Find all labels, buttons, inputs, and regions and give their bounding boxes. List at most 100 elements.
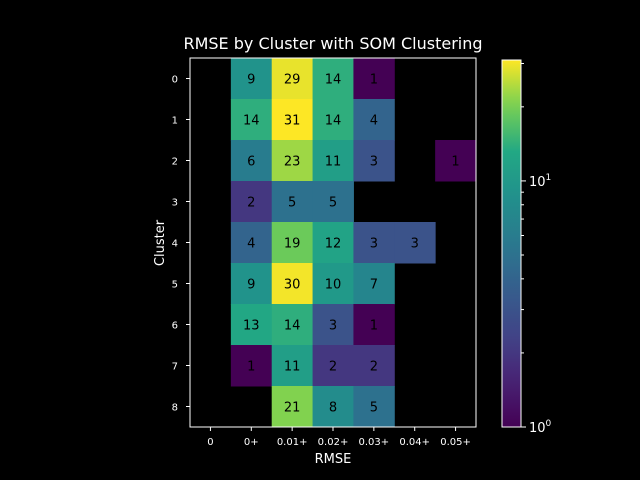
cell-value-label: 14 xyxy=(284,319,301,334)
cell-value-label: 5 xyxy=(329,196,337,211)
y-tick-label: 1 xyxy=(172,116,178,127)
cell-value-label: 9 xyxy=(247,278,255,293)
y-tick-label: 4 xyxy=(172,239,178,250)
heatmap-cell xyxy=(394,222,436,264)
cell-value-label: 3 xyxy=(411,237,419,252)
heatmap-cell xyxy=(230,58,273,100)
y-tick-label: 3 xyxy=(172,198,178,209)
heatmap-cell xyxy=(230,304,273,346)
heatmap-cell xyxy=(353,99,395,141)
heatmap-cell xyxy=(271,222,314,264)
cell-value-label: 14 xyxy=(243,114,260,129)
heatmap-cell xyxy=(312,345,354,387)
cell-value-label: 1 xyxy=(370,319,378,334)
cell-value-label: 1 xyxy=(247,360,255,375)
heatmap-cell xyxy=(230,345,273,387)
cell-value-label: 14 xyxy=(325,73,342,88)
heatmap-cell xyxy=(230,263,273,305)
y-axis-label: Cluster xyxy=(153,219,168,266)
colorbar xyxy=(502,60,521,427)
heatmap-cell xyxy=(353,263,395,305)
heatmap-cell xyxy=(312,58,354,100)
x-tick-label: 0.03+ xyxy=(359,437,390,448)
cell-value-label: 14 xyxy=(325,114,342,129)
cell-value-label: 29 xyxy=(284,73,301,88)
y-tick-label: 5 xyxy=(172,280,178,291)
cell-value-label: 8 xyxy=(329,401,337,416)
x-tick-label: 0.04+ xyxy=(399,437,430,448)
heatmap-cell xyxy=(353,304,395,346)
x-axis-label: RMSE xyxy=(315,452,352,467)
heatmap-cell xyxy=(230,222,273,264)
x-tick-label: 0.05+ xyxy=(440,437,471,448)
y-tick-label: 6 xyxy=(172,321,178,332)
cell-value-label: 7 xyxy=(370,278,378,293)
y-tick-label: 0 xyxy=(172,75,178,86)
cell-value-label: 3 xyxy=(370,155,378,170)
cell-value-label: 3 xyxy=(329,319,337,334)
cell-value-label: 31 xyxy=(284,114,301,129)
cell-value-label: 5 xyxy=(288,196,296,211)
cell-value-label: 10 xyxy=(325,278,342,293)
cell-value-label: 11 xyxy=(284,360,301,375)
heatmap-cells xyxy=(230,58,477,428)
x-axis-ticks: 0 0+ 0.01+ 0.02+ 0.03+ 0.04+ 0.05+ xyxy=(207,427,471,448)
x-tick-label: 0+ xyxy=(244,437,259,448)
heatmap-cell xyxy=(271,181,314,223)
heatmap-cell xyxy=(271,386,314,428)
heatmap-cell xyxy=(353,222,395,264)
cell-value-label: 13 xyxy=(243,319,260,334)
cell-value-label: 11 xyxy=(325,155,342,170)
cell-value-label: 4 xyxy=(247,237,255,252)
cell-value-label: 23 xyxy=(284,155,301,170)
heatmap-cell xyxy=(353,386,395,428)
cell-value-label: 2 xyxy=(370,360,378,375)
heatmap-cell xyxy=(353,58,395,100)
cell-value-label: 4 xyxy=(370,114,378,129)
y-axis-ticks: 0 1 2 3 4 5 6 7 8 xyxy=(172,75,190,414)
heatmap-cell xyxy=(230,140,273,182)
x-tick-label: 0.01+ xyxy=(277,437,308,448)
heatmap-cell xyxy=(353,140,395,182)
chart-title: RMSE by Cluster with SOM Clustering xyxy=(183,34,482,53)
cell-value-label: 19 xyxy=(284,237,301,252)
y-tick-label: 7 xyxy=(172,362,178,373)
x-tick-label: 0.02+ xyxy=(318,437,349,448)
heatmap-cell xyxy=(312,386,354,428)
y-tick-label: 8 xyxy=(172,403,178,414)
cell-value-label: 21 xyxy=(284,401,301,416)
heatmap-cell xyxy=(271,99,314,141)
heatmap-cell xyxy=(230,181,273,223)
heatmap-cell xyxy=(271,304,314,346)
heatmap-cell xyxy=(312,263,354,305)
colorbar-tick-label: 101 xyxy=(529,173,551,190)
cell-value-label: 1 xyxy=(451,155,459,170)
heatmap-cell xyxy=(312,304,354,346)
cell-value-label: 2 xyxy=(247,196,255,211)
cell-value-label: 9 xyxy=(247,73,255,88)
cell-value-label: 2 xyxy=(329,360,337,375)
heatmap-cell xyxy=(271,263,314,305)
heatmap-cell xyxy=(271,58,314,100)
heatmap-cell xyxy=(271,345,314,387)
heatmap-cell-labels: 9 29 14 114 31 14 46 23 11 3 12 5 54 19 12 3 39 30 10 713 14… xyxy=(243,73,460,416)
y-tick-label: 2 xyxy=(172,157,178,168)
colorbar-frame xyxy=(501,59,522,428)
x-tick-label: 0 xyxy=(207,437,213,448)
cell-value-label: 5 xyxy=(370,401,378,416)
heatmap-cell xyxy=(271,140,314,182)
heatmap-cell xyxy=(230,99,273,141)
heatmap-cell xyxy=(353,345,395,387)
heatmap-cell xyxy=(312,99,354,141)
cell-value-label: 6 xyxy=(247,155,255,170)
cell-value-label: 3 xyxy=(370,237,378,252)
heatmap-cell xyxy=(312,181,354,223)
heatmap-cell xyxy=(435,140,477,182)
heatmap-cell xyxy=(312,222,354,264)
cell-value-label: 30 xyxy=(284,278,301,293)
cell-value-label: 1 xyxy=(370,73,378,88)
colorbar-tick-label: 100 xyxy=(529,419,552,436)
colorbar-ticks: 100 101 xyxy=(521,63,552,436)
heatmap-cell xyxy=(312,140,354,182)
